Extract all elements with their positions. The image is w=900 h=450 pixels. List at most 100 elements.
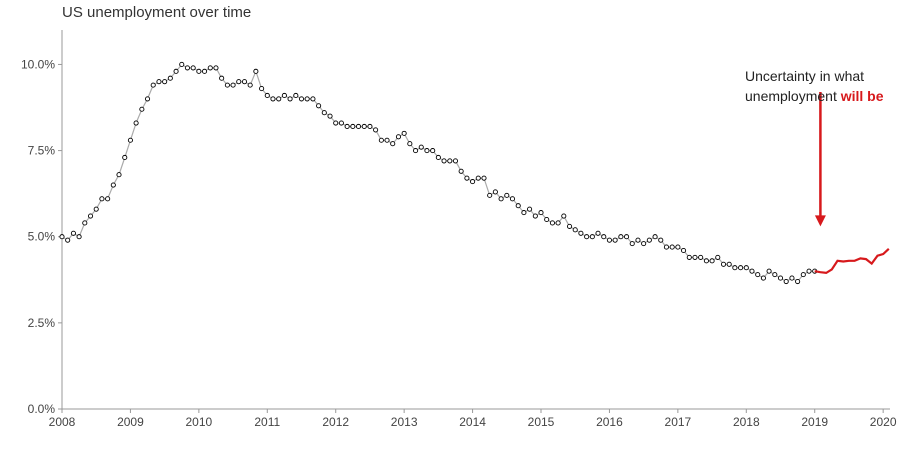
data-point xyxy=(201,68,208,74)
data-point xyxy=(532,213,538,219)
data-point xyxy=(709,258,715,264)
data-point xyxy=(401,130,407,136)
data-point xyxy=(800,272,806,278)
data-point xyxy=(424,148,430,154)
data-point xyxy=(669,244,675,250)
data-point xyxy=(481,175,487,181)
data-point xyxy=(806,268,812,274)
x-tick-label: 2014 xyxy=(459,415,486,429)
data-point xyxy=(686,254,692,260)
data-point xyxy=(584,234,590,240)
data-point xyxy=(470,179,476,185)
data-point xyxy=(173,68,179,74)
data-point xyxy=(692,254,698,260)
data-point xyxy=(196,68,202,74)
data-point xyxy=(629,241,635,247)
data-point xyxy=(498,196,504,202)
data-point xyxy=(755,272,761,278)
x-tick-label: 2009 xyxy=(117,415,144,429)
data-point xyxy=(338,120,344,126)
data-point xyxy=(293,92,299,99)
data-point xyxy=(367,123,373,130)
data-point xyxy=(555,220,561,226)
data-point xyxy=(150,82,156,88)
data-point xyxy=(783,278,789,285)
data-point xyxy=(715,254,721,260)
data-point xyxy=(304,96,310,102)
x-tick-label: 2018 xyxy=(733,415,760,429)
data-point xyxy=(344,123,350,130)
data-point xyxy=(333,120,339,126)
data-point xyxy=(390,141,396,147)
data-point xyxy=(441,158,447,164)
data-point xyxy=(578,230,584,236)
data-point xyxy=(70,230,76,236)
data-point xyxy=(264,92,270,99)
data-point xyxy=(281,92,287,99)
data-point xyxy=(122,154,128,161)
data-point xyxy=(167,75,173,81)
data-point xyxy=(589,234,595,240)
data-point xyxy=(458,168,464,174)
chart-title: US unemployment over time xyxy=(62,4,252,21)
data-point xyxy=(749,268,755,274)
data-point xyxy=(65,237,71,243)
data-point xyxy=(59,234,65,240)
data-point xyxy=(105,196,111,202)
data-point xyxy=(795,278,801,285)
data-point xyxy=(544,216,550,223)
annotation-text: Uncertainty in what unemployment will be xyxy=(745,66,884,106)
x-tick-label: 2015 xyxy=(528,415,555,429)
data-point xyxy=(179,61,185,68)
x-tick-label: 2013 xyxy=(391,415,418,429)
data-point xyxy=(527,206,533,212)
data-point xyxy=(612,237,618,243)
data-point xyxy=(184,65,190,71)
annotation-line-2: unemployment will be xyxy=(745,86,884,106)
data-point xyxy=(538,210,544,216)
data-point xyxy=(407,141,413,147)
data-point xyxy=(760,275,766,281)
y-axis-ticks: 0.0% 2.5% 5.0% 7.5% 10.0% xyxy=(21,57,62,416)
data-point xyxy=(618,234,624,240)
x-tick-label: 2020 xyxy=(870,415,897,429)
data-point xyxy=(738,265,744,271)
series-forecast xyxy=(814,247,890,275)
data-point xyxy=(144,96,151,102)
data-point xyxy=(316,103,322,109)
data-point xyxy=(475,175,481,181)
x-tick-label: 2016 xyxy=(596,415,623,429)
x-tick-label: 2008 xyxy=(49,415,76,429)
data-point xyxy=(777,275,784,281)
x-tick-label: 2019 xyxy=(801,415,828,429)
data-point xyxy=(99,196,105,202)
data-point xyxy=(521,210,527,216)
data-point xyxy=(116,172,122,178)
data-point xyxy=(663,244,669,250)
annotation-line-2-plain: unemployment xyxy=(745,88,841,104)
data-point xyxy=(247,82,253,88)
data-point xyxy=(464,175,470,181)
data-point xyxy=(680,247,687,254)
arrow-head xyxy=(814,215,826,227)
data-point xyxy=(287,96,293,102)
x-tick-label: 2011 xyxy=(254,415,280,429)
data-point xyxy=(236,79,242,85)
data-point xyxy=(698,254,704,260)
annotation-line-1: Uncertainty in what xyxy=(745,68,865,84)
data-point xyxy=(110,182,116,188)
x-tick-label: 2017 xyxy=(665,415,692,429)
data-point xyxy=(789,275,795,281)
data-point xyxy=(350,123,356,130)
data-point xyxy=(732,265,738,271)
data-point xyxy=(190,65,196,71)
data-point xyxy=(766,268,772,274)
data-point xyxy=(373,127,379,133)
axes xyxy=(61,30,890,410)
data-point xyxy=(93,206,99,212)
data-point xyxy=(595,230,601,236)
data-point xyxy=(156,79,162,85)
data-point xyxy=(658,237,664,243)
data-point xyxy=(82,220,88,226)
